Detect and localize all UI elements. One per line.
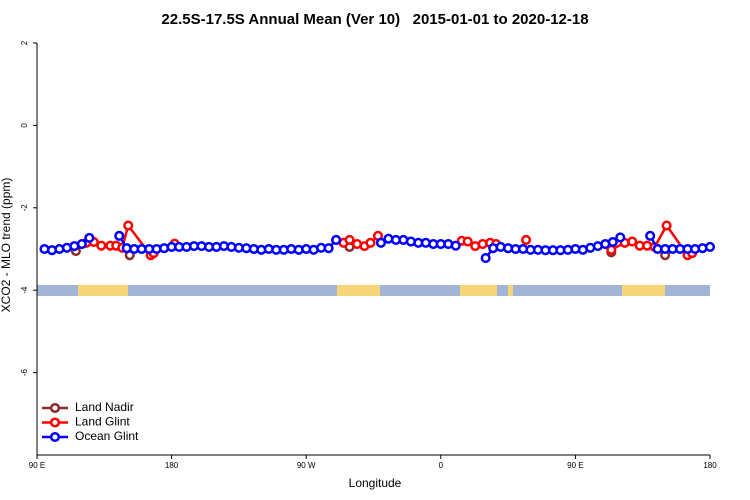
point	[615, 232, 626, 243]
y-axis-label: XCO2 - MLO trend (ppm)	[0, 178, 13, 313]
point	[661, 220, 672, 231]
land-patch	[622, 285, 665, 296]
legend-marker	[49, 431, 61, 443]
point	[627, 236, 638, 247]
point	[344, 234, 355, 245]
x-axis-label: Longitude	[349, 476, 402, 490]
point	[76, 239, 87, 250]
x-tick-label: 0	[439, 461, 444, 470]
point	[114, 230, 125, 241]
point	[375, 237, 387, 248]
land-patch	[78, 285, 128, 296]
point	[462, 236, 473, 247]
point	[645, 230, 656, 241]
x-tick-label: 90 E	[29, 461, 45, 470]
point	[480, 253, 491, 264]
chart-title: 22.5S-17.5S Annual Mean (Ver 10) 2015-01…	[161, 11, 588, 28]
point	[84, 232, 95, 243]
x-tick-label: 90 E	[567, 461, 583, 470]
point	[365, 237, 376, 248]
y-tick-label: -2	[20, 204, 29, 212]
point	[331, 234, 342, 245]
point	[607, 236, 618, 248]
land-ocean-strip	[37, 285, 710, 296]
land-patch	[460, 285, 497, 296]
x-tick-label: 90 W	[297, 461, 316, 470]
legend-label: Land Glint	[75, 415, 130, 429]
y-tick-label: 2	[20, 40, 29, 45]
point	[96, 240, 107, 251]
point	[323, 243, 334, 254]
point	[123, 220, 134, 231]
land-patch	[508, 285, 513, 296]
point	[450, 240, 461, 251]
legend-label: Ocean Glint	[75, 429, 139, 443]
x-tick-label: 180	[703, 461, 717, 470]
land-patch	[337, 285, 380, 296]
y-tick-label: 0	[20, 123, 29, 128]
legend-marker	[49, 417, 61, 428]
x-tick-label: 180	[165, 461, 179, 470]
legend-marker	[49, 402, 61, 414]
y-tick-label: -6	[20, 368, 29, 376]
legend-label: Land Nadir	[75, 400, 134, 414]
point	[520, 234, 532, 245]
y-tick-label: -4	[20, 286, 29, 294]
point	[704, 241, 716, 252]
